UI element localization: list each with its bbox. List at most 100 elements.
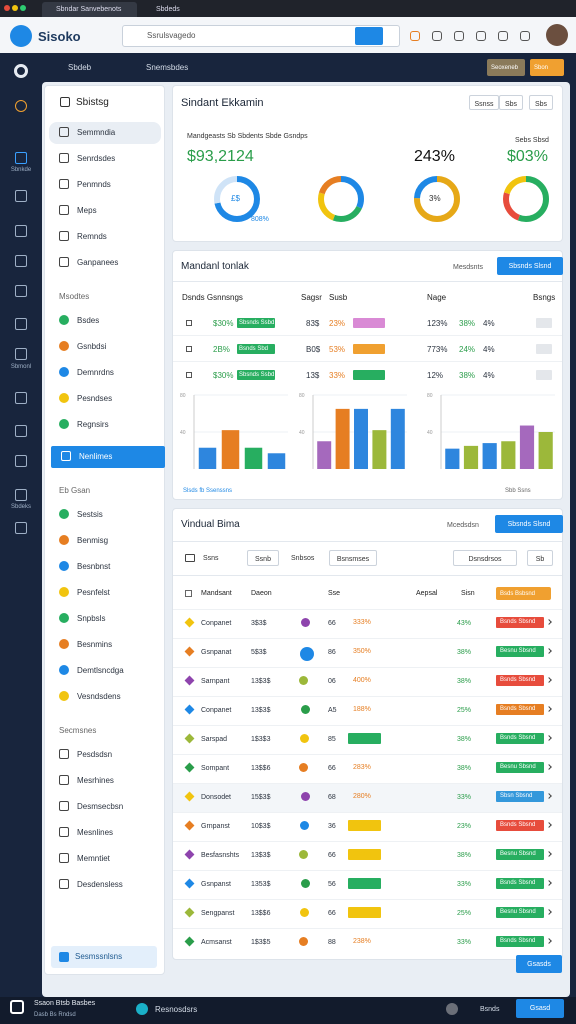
rail-icon[interactable] — [15, 455, 27, 467]
app-menu[interactable]: Snemsbdes — [146, 63, 189, 72]
rail-icon[interactable] — [15, 152, 27, 164]
sidebar-item[interactable]: Benmisg — [49, 530, 161, 552]
table-row[interactable] — [173, 870, 562, 899]
row-toggle[interactable] — [536, 344, 552, 354]
sidebar-item[interactable]: Ganpanees — [49, 252, 161, 274]
toolbar-icon[interactable] — [520, 31, 530, 41]
sidebar-item[interactable]: Demtlsncdga — [49, 660, 161, 682]
card-link[interactable]: Mesdsnts — [453, 264, 483, 271]
settings-icon[interactable] — [14, 64, 28, 78]
button[interactable]: Sbsnds Slsnd — [495, 515, 563, 533]
sidebar-item[interactable]: Vesndsdens — [49, 686, 161, 708]
sidebar-item[interactable]: Demnrdns — [49, 362, 161, 384]
button[interactable]: Sbs — [529, 95, 553, 110]
card-link[interactable]: Mcedsdsn — [447, 522, 479, 529]
status-badge[interactable]: Besnu Sbsnd — [496, 907, 544, 918]
rail-icon[interactable] — [15, 522, 27, 534]
table-row[interactable] — [173, 667, 562, 696]
button[interactable]: Sb — [527, 550, 553, 566]
status-badge[interactable]: Besnu Sbsnd — [496, 646, 544, 657]
rail-icon[interactable] — [15, 285, 27, 297]
sidebar-item[interactable]: Besnbnst — [49, 556, 161, 578]
close-icon[interactable] — [145, 96, 155, 106]
rail-icon[interactable] — [15, 318, 27, 330]
sidebar-item[interactable]: Desdensless — [49, 874, 161, 896]
search-box[interactable]: Ssrulsvagedo — [122, 25, 400, 47]
sidebar-item[interactable]: Snpbsls — [49, 608, 161, 630]
button[interactable]: Dsnsdrsos — [453, 550, 517, 566]
rail-icon[interactable] — [15, 392, 27, 404]
table-row[interactable] — [173, 725, 562, 754]
button[interactable]: Ssnss — [469, 95, 499, 110]
toolbar-icon[interactable] — [476, 31, 486, 41]
row-toggle[interactable] — [536, 318, 552, 328]
row-toggle[interactable] — [536, 370, 552, 380]
rail-icon[interactable] — [15, 190, 27, 202]
search-button[interactable] — [355, 27, 383, 45]
rail-icon[interactable] — [15, 100, 27, 112]
rail-icon[interactable] — [15, 255, 27, 267]
sidebar-item[interactable]: Mesnlines — [49, 822, 161, 844]
button[interactable]: Gsasds — [516, 955, 562, 973]
sidebar-item[interactable]: Senrdsdes — [49, 148, 161, 170]
sidebar-item[interactable]: Regnsirs — [49, 414, 161, 436]
sidebar-item[interactable]: Nenlimes — [51, 446, 165, 468]
button[interactable]: Gsasd — [516, 999, 564, 1018]
status-badge[interactable]: Bsnds Sbsnd — [496, 936, 544, 947]
table-row[interactable] — [173, 696, 562, 725]
sidebar-item[interactable]: Pesndses — [49, 388, 161, 410]
rail-icon[interactable] — [15, 489, 27, 501]
table-row[interactable] — [173, 928, 562, 957]
button[interactable]: Sbs — [499, 95, 523, 110]
app-button[interactable]: Sbon — [530, 59, 564, 76]
table-row[interactable] — [173, 899, 562, 928]
rail-icon[interactable] — [15, 348, 27, 360]
status-badge[interactable]: Bsnds Sbsnd — [496, 704, 544, 715]
sidebar-item[interactable]: Gsnbdsi — [49, 336, 161, 358]
app-button[interactable]: Seoxeneb — [487, 59, 525, 76]
status-badge[interactable]: Bsnds Sbsnd — [496, 733, 544, 744]
rail-icon[interactable] — [15, 425, 27, 437]
status-badge[interactable]: Bsnds Sbsnd — [496, 878, 544, 889]
toolbar-icon[interactable] — [454, 31, 464, 41]
toolbar-icon[interactable] — [432, 31, 442, 41]
bottom-right[interactable]: Bsnds — [480, 1006, 500, 1013]
sidebar-item[interactable]: Besnmins — [49, 634, 161, 656]
filter-label[interactable]: Snbsos — [291, 555, 315, 562]
sidebar-item[interactable]: Sestsis — [49, 504, 161, 526]
table-row[interactable] — [173, 841, 562, 870]
rail-icon[interactable] — [15, 225, 27, 237]
sidebar-item[interactable]: Meps — [49, 200, 161, 222]
table-row[interactable] — [173, 638, 562, 667]
browser-tab[interactable]: Sbndar Sanvebenots — [42, 2, 137, 17]
status-badge[interactable]: Besnu Sbsnd — [496, 762, 544, 773]
bottom-center[interactable]: Resnosdsrs — [155, 1005, 198, 1014]
status-badge[interactable]: Bsnds Sbsnd — [496, 617, 544, 628]
sidebar-item[interactable]: Remnds — [49, 226, 161, 248]
button[interactable]: Sbsnds Slsnd — [497, 257, 563, 275]
button[interactable]: Ssnb — [247, 550, 279, 566]
filter-label[interactable]: Ssns — [203, 555, 219, 562]
table-row[interactable] — [173, 609, 562, 638]
avatar[interactable] — [546, 24, 568, 46]
sidebar-item[interactable]: Mesrhines — [49, 770, 161, 792]
sidebar-item[interactable]: Bsdes — [49, 310, 161, 332]
sidebar-item[interactable]: Desmsecbsn — [49, 796, 161, 818]
browser-tab[interactable]: Sbdeds — [142, 2, 237, 17]
sidebar-footer[interactable]: Sesmssnlsns — [51, 946, 157, 968]
sidebar-item[interactable]: Semmndia — [49, 122, 161, 144]
button[interactable]: Bsnsmses — [329, 550, 377, 566]
toolbar-icon[interactable] — [498, 31, 508, 41]
sidebar-item[interactable]: Pesdsdsn — [49, 744, 161, 766]
sidebar-item[interactable]: Memntiet — [49, 848, 161, 870]
sidebar-item[interactable]: Penmnds — [49, 174, 161, 196]
status-badge[interactable]: Bsnds Sbsnd — [496, 820, 544, 831]
sidebar-item[interactable]: Pesnfelst — [49, 582, 161, 604]
status-badge[interactable]: Besnu Sbsnd — [496, 849, 544, 860]
table-row[interactable] — [173, 812, 562, 841]
toolbar-icon[interactable] — [410, 31, 420, 41]
table-row[interactable] — [173, 754, 562, 783]
status-badge[interactable]: Bsnds Sbsnd — [496, 675, 544, 686]
status-badge[interactable]: Sbsn Sbsnd — [496, 791, 544, 802]
app-menu[interactable]: Sbdeb — [68, 63, 92, 72]
